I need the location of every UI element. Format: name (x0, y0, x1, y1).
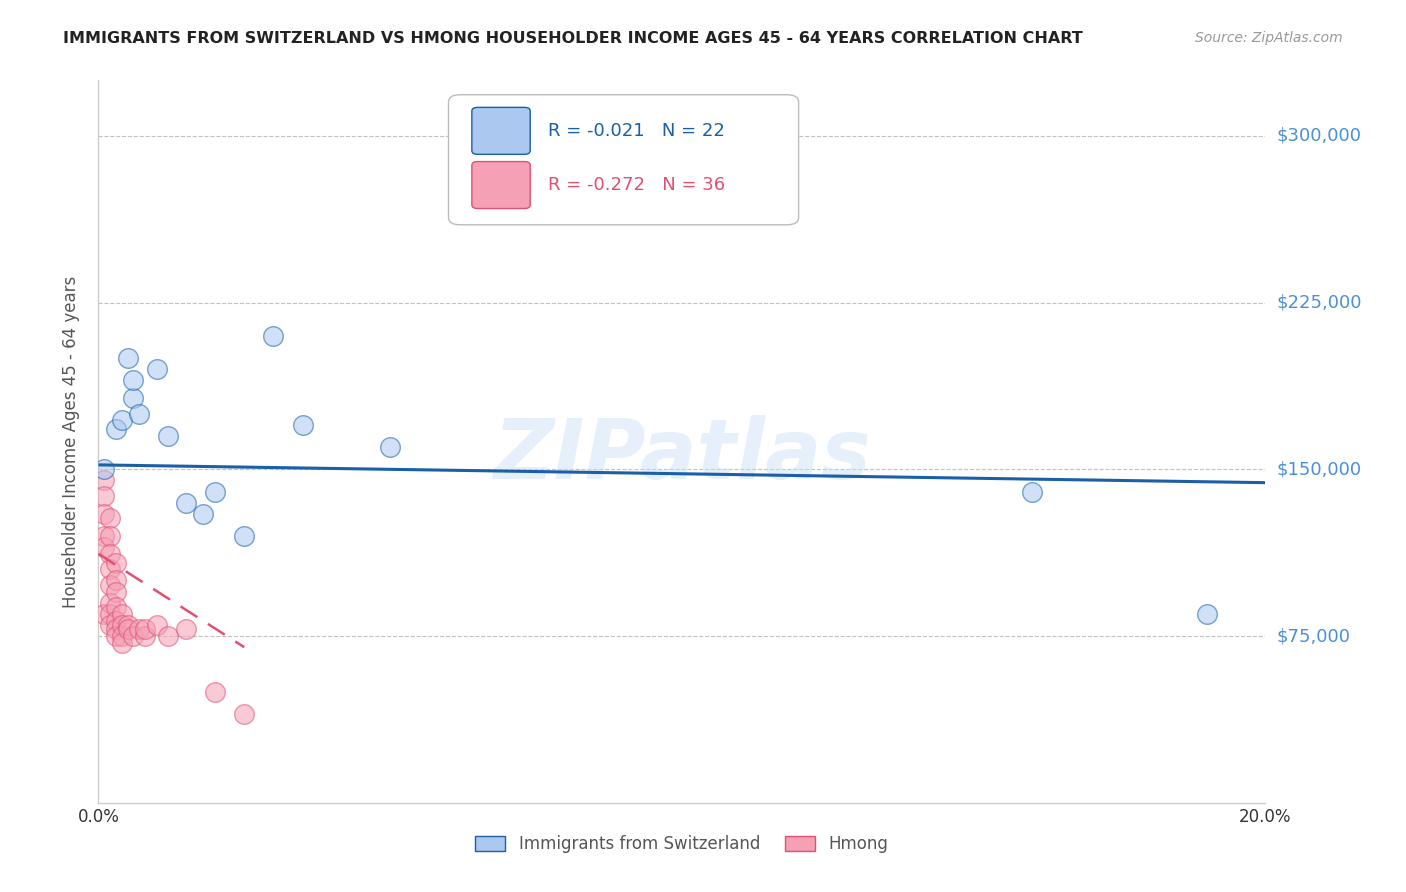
Point (496, 195, 519, 210)
Text: $225,000: $225,000 (1277, 293, 1362, 311)
Point (104, 574, 127, 588)
Point (146, 618, 169, 632)
Point (98, 547, 121, 561)
Point (174, 623, 197, 637)
Point (128, 407, 150, 421)
Text: R = -0.272   N = 36: R = -0.272 N = 36 (548, 176, 725, 194)
Point (93, 607, 115, 621)
Text: $300,000: $300,000 (1277, 127, 1361, 145)
Point (98, 578, 121, 592)
Text: R = -0.021   N = 22: R = -0.021 N = 22 (548, 122, 724, 140)
Point (122, 629, 145, 643)
Point (117, 618, 139, 632)
FancyBboxPatch shape (472, 107, 530, 154)
Point (98, 511, 121, 525)
Point (262, 329, 284, 343)
Point (98, 562, 121, 576)
Point (93, 474, 115, 488)
Point (104, 422, 127, 436)
Point (111, 629, 134, 643)
Point (128, 623, 150, 637)
Text: ZIPatlas: ZIPatlas (494, 416, 870, 497)
Point (104, 584, 127, 599)
Legend: Immigrants from Switzerland, Hmong: Immigrants from Switzerland, Hmong (468, 828, 896, 860)
Point (98, 596, 121, 610)
Point (93, 540, 115, 554)
Point (104, 600, 127, 615)
Point (204, 684, 226, 698)
Point (233, 529, 256, 543)
Point (291, 417, 314, 432)
Point (117, 351, 139, 366)
Point (104, 623, 127, 637)
Point (111, 618, 134, 632)
Point (174, 496, 197, 510)
Point (93, 462, 115, 476)
Point (117, 623, 139, 637)
FancyBboxPatch shape (472, 161, 530, 209)
Point (1195, 607, 1218, 621)
Point (93, 489, 115, 503)
FancyBboxPatch shape (449, 95, 799, 225)
Point (93, 529, 115, 543)
Point (98, 607, 121, 621)
Point (104, 629, 127, 643)
Text: Source: ZipAtlas.com: Source: ZipAtlas.com (1195, 31, 1343, 45)
Point (1021, 484, 1043, 499)
Point (467, 195, 489, 210)
Point (233, 706, 256, 721)
Point (134, 623, 156, 637)
Text: $150,000: $150,000 (1277, 460, 1361, 478)
Point (111, 413, 134, 427)
Point (157, 629, 180, 643)
Point (111, 607, 134, 621)
Point (134, 629, 156, 643)
Point (93, 507, 115, 521)
Point (122, 391, 145, 405)
Point (380, 440, 402, 454)
Text: IMMIGRANTS FROM SWITZERLAND VS HMONG HOUSEHOLDER INCOME AGES 45 - 64 YEARS CORRE: IMMIGRANTS FROM SWITZERLAND VS HMONG HOU… (63, 31, 1083, 46)
Point (111, 636, 134, 650)
Point (146, 362, 169, 376)
Point (104, 556, 127, 570)
Text: $75,000: $75,000 (1277, 627, 1351, 645)
Point (98, 618, 121, 632)
Y-axis label: Householder Income Ages 45 - 64 years: Householder Income Ages 45 - 64 years (62, 276, 80, 607)
Point (122, 373, 145, 387)
Point (104, 614, 127, 628)
Point (193, 507, 215, 521)
Point (204, 484, 226, 499)
Point (157, 429, 180, 443)
Point (98, 529, 121, 543)
